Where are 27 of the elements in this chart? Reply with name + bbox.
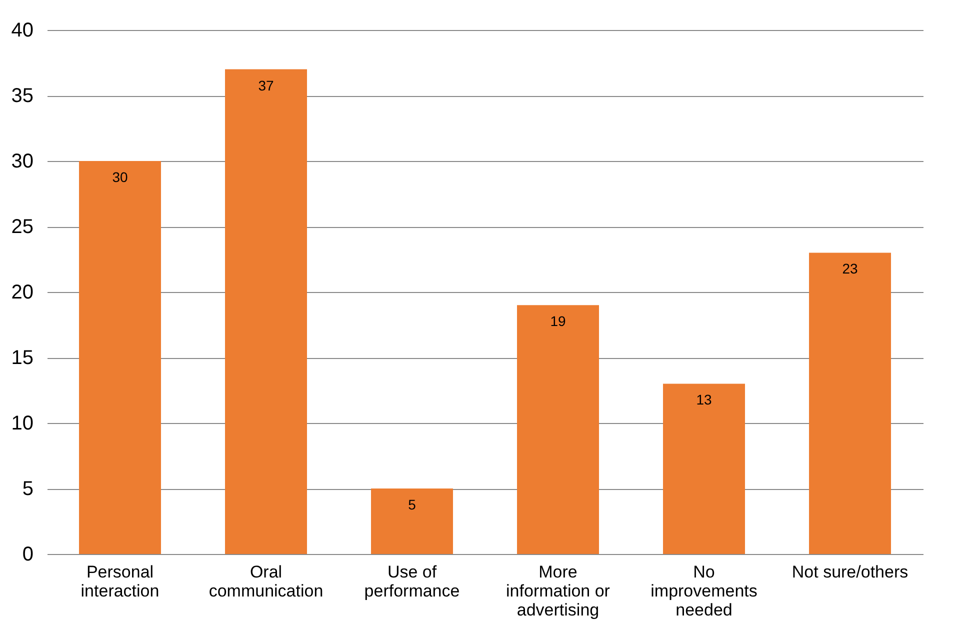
data-label: 19 [550,313,566,330]
y-tick-label: 20 [11,282,34,304]
bar [663,384,745,554]
bar [371,488,453,554]
x-tick-label: Personal interaction [80,562,160,600]
y-tick-label: 10 [11,412,34,434]
data-label: 5 [408,496,416,512]
y-tick-label: 25 [11,216,34,238]
x-tick-label: Oral communication [208,562,324,600]
x-tick-label: No improvements needed [650,562,758,620]
x-tick-label: Not sure/others [792,562,908,582]
data-label: 13 [696,392,712,408]
y-tick-label: 15 [11,347,34,369]
y-tick-label: 5 [22,478,34,500]
data-label: 30 [112,169,128,185]
data-label: 23 [842,260,858,277]
y-tick-label: 30 [11,150,34,172]
y-tick-label: 0 [22,544,34,566]
bar [79,161,161,554]
y-tick-label: 40 [11,20,34,42]
bar [517,305,599,554]
x-tick-label: More information or advertising [506,562,610,620]
x-tick-label: Use of performance [364,562,460,600]
y-tick-label: 35 [11,85,34,107]
bar [809,252,891,554]
data-label: 37 [258,77,274,94]
bar [225,69,307,554]
